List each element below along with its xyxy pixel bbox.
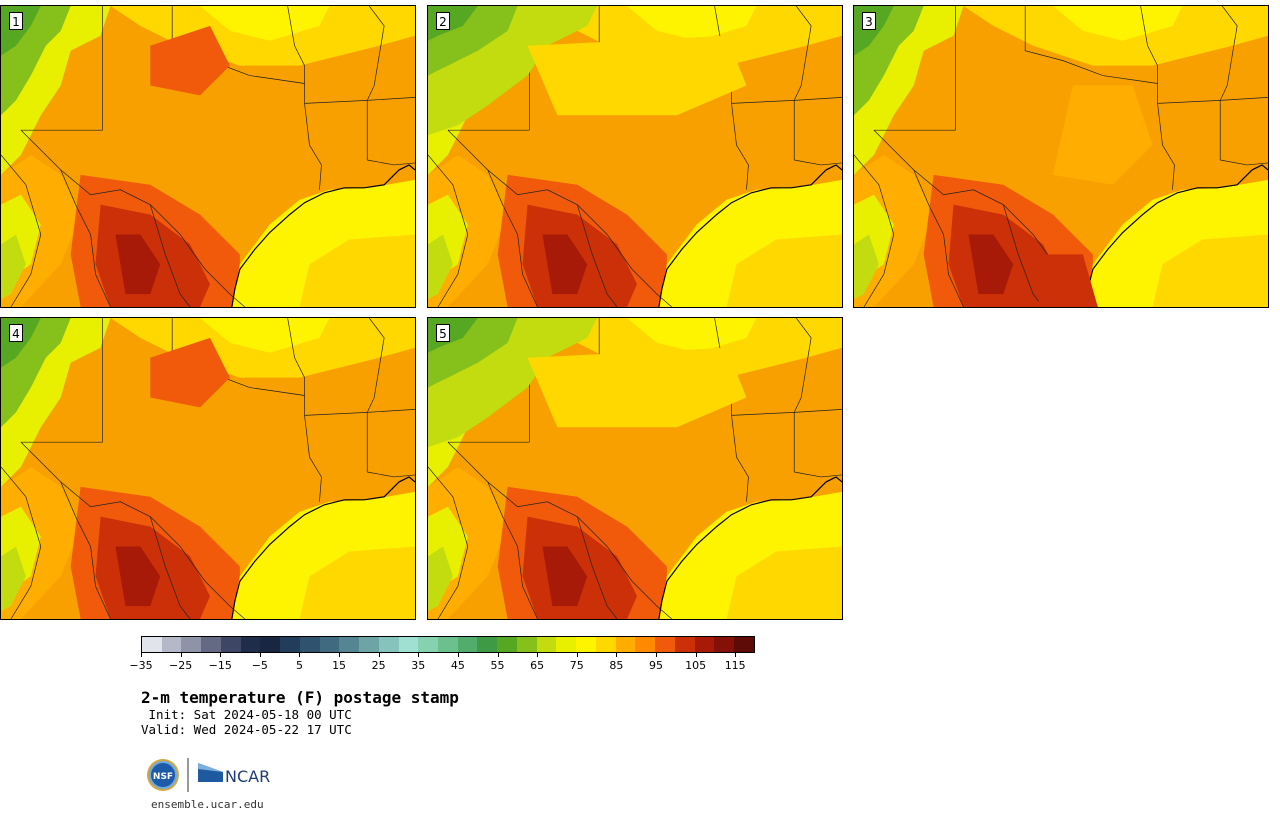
- colorbar-tick: [141, 653, 142, 657]
- nsf-logo-text: NSF: [153, 772, 173, 782]
- colorbar-swatch: [299, 637, 320, 652]
- colorbar-tick-label: 65: [530, 659, 545, 672]
- colorbar-tick: [576, 653, 578, 657]
- colorbar-swatch: [339, 637, 360, 652]
- site-url: ensemble.ucar.edu: [151, 798, 264, 811]
- colorbar-swatch: [497, 637, 517, 652]
- colorbar-tick: [497, 653, 499, 657]
- colorbar-tick-label: −25: [169, 659, 193, 672]
- postage-stamp-panel-5: 5: [427, 317, 843, 620]
- colorbar-swatch: [220, 637, 241, 652]
- colorbar-tick-label: 115: [724, 659, 746, 672]
- nsf-logo: NSF: [147, 759, 179, 791]
- logos: NSF NCAR: [147, 758, 270, 792]
- colorbar-tick-label: −15: [208, 659, 232, 672]
- valid-time: Valid: Wed 2024-05-22 17 UTC: [141, 722, 352, 737]
- colorbar-tick-label: −35: [129, 659, 153, 672]
- colorbar-swatch: [655, 637, 675, 652]
- colorbar-tick: [418, 653, 420, 657]
- colorbar-swatch: [615, 637, 636, 652]
- temperature-map-3: [854, 6, 1268, 307]
- colorbar-tick: [655, 653, 657, 657]
- colorbar-swatch: [398, 637, 419, 652]
- colorbar-tick: [537, 653, 539, 657]
- colorbar-swatch: [378, 637, 399, 652]
- colorbar-tick-label: 95: [648, 659, 663, 672]
- temperature-map-4: [1, 318, 415, 619]
- panel-number-label: 3: [862, 12, 876, 30]
- postage-stamp-panel-4: 4: [0, 317, 416, 620]
- colorbar-swatch: [201, 637, 221, 652]
- ncar-logo-text: NCAR: [225, 767, 270, 786]
- colorbar-tick: [180, 653, 182, 657]
- temperature-colorbar: [141, 636, 755, 653]
- colorbar-swatch: [516, 637, 537, 652]
- colorbar-swatch: [595, 637, 616, 652]
- colorbar-tick-label: 25: [371, 659, 386, 672]
- colorbar-tick-label: 15: [332, 659, 347, 672]
- colorbar-tick-label: 35: [411, 659, 426, 672]
- colorbar-swatch: [536, 637, 557, 652]
- colorbar-swatch: [477, 637, 498, 652]
- panel-number-label: 1: [9, 12, 23, 30]
- colorbar-swatch: [694, 637, 715, 652]
- colorbar-swatch: [240, 637, 261, 652]
- colorbar-tick: [695, 653, 697, 657]
- colorbar-tick: [339, 653, 341, 657]
- colorbar-tick-label: 105: [685, 659, 707, 672]
- colorbar-tick: [220, 653, 222, 657]
- colorbar-swatch: [181, 637, 202, 652]
- colorbar-swatch: [635, 637, 656, 652]
- colorbar-tick: [735, 653, 737, 657]
- colorbar-tick-label: 5: [295, 659, 303, 672]
- ncar-logo: NCAR: [198, 763, 270, 786]
- colorbar-tick-label: 45: [450, 659, 465, 672]
- panel-number-label: 4: [9, 324, 23, 342]
- colorbar-swatch: [457, 637, 478, 652]
- colorbar-tick: [259, 653, 261, 657]
- panel-number-label: 2: [436, 12, 450, 30]
- colorbar-swatch: [734, 637, 754, 652]
- colorbar-swatch: [438, 637, 458, 652]
- colorbar-swatch: [359, 637, 379, 652]
- colorbar-swatch: [674, 637, 695, 652]
- temperature-map-5: [428, 318, 842, 619]
- chart-title: 2-m temperature (F) postage stamp: [141, 688, 459, 707]
- postage-stamp-panel-3: 3: [853, 5, 1269, 308]
- colorbar-tick-label: 55: [490, 659, 505, 672]
- colorbar-tick: [378, 653, 380, 657]
- postage-stamp-panel-1: 1: [0, 5, 416, 308]
- colorbar-swatch: [280, 637, 300, 652]
- colorbar-swatch: [142, 637, 162, 652]
- colorbar-tick-label: 85: [609, 659, 624, 672]
- colorbar-swatch: [260, 637, 281, 652]
- colorbar-tick: [299, 653, 301, 657]
- postage-stamp-panel-2: 2: [427, 5, 843, 308]
- colorbar-tick: [457, 653, 459, 657]
- temperature-map-1: [1, 6, 415, 307]
- panel-number-label: 5: [436, 324, 450, 342]
- colorbar-swatch: [161, 637, 182, 652]
- init-time: Init: Sat 2024-05-18 00 UTC: [141, 707, 352, 722]
- colorbar-swatch: [714, 637, 735, 652]
- colorbar-tick-label: −5: [251, 659, 268, 672]
- colorbar-swatch: [319, 637, 340, 652]
- colorbar-ticks: −35 −25 −15 −5 5 15 25 35 45 55 65 75 85 95 105 115: [129, 653, 755, 675]
- colorbar-swatch: [556, 637, 577, 652]
- colorbar-tick: [616, 653, 618, 657]
- colorbar-swatch: [418, 637, 439, 652]
- colorbar-tick-label: 75: [569, 659, 584, 672]
- colorbar-swatch: [576, 637, 596, 652]
- temperature-map-2: [428, 6, 842, 307]
